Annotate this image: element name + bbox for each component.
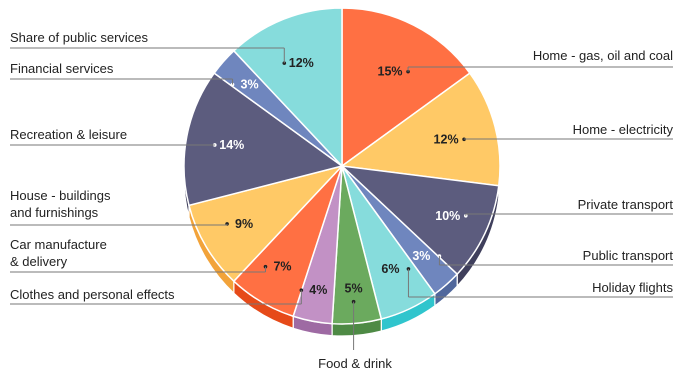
pie-value-label-6: 4% (309, 283, 327, 297)
pie-slice-1 (340, 72, 501, 187)
pie-category-label-2: Private transport (578, 197, 674, 212)
pie-category-label-8: House - buildings and furnishings (10, 188, 111, 220)
pie-value-label-0: 15% (378, 65, 403, 79)
pie-value-label-9: 14% (219, 138, 244, 152)
pie-value-label-4: 6% (381, 262, 399, 276)
pie-category-label-0: Home - gas, oil and coal (533, 48, 673, 63)
pie-slice-2 (339, 164, 500, 276)
pie-value-label-2: 10% (435, 209, 460, 223)
pie-slice-9 (183, 72, 344, 207)
pie-labels: 15% Home - gas, oil and coal 12% Home - ele… (10, 30, 673, 371)
pie-category-label-9: Recreation & leisure (10, 127, 127, 142)
pie-category-label-4: Holiday flights (592, 280, 673, 295)
pie-category-label-7: Car manufacture & delivery (10, 237, 107, 269)
pie-category-label-11: Share of public services (10, 30, 149, 45)
pie-slices (183, 7, 501, 325)
pie-value-label-3: 3% (412, 249, 430, 263)
pie-value-label-11: 12% (289, 56, 314, 70)
pie-value-label-5: 5% (345, 282, 363, 296)
pie-value-label-10: 3% (241, 77, 259, 91)
pie-slice-0 (341, 7, 471, 168)
pie-category-label-5: Food & drink (318, 356, 392, 371)
pie-category-label-3: Public transport (583, 248, 674, 263)
pie-category-label-1: Home - electricity (573, 122, 674, 137)
pie-category-label-10: Financial services (10, 61, 114, 76)
pie-category-label-6: Clothes and personal effects (10, 287, 175, 302)
pie-value-label-8: 9% (235, 217, 253, 231)
pie-slice-8 (188, 164, 345, 283)
pie-value-label-7: 7% (273, 260, 291, 274)
pie-value-label-1: 12% (434, 132, 459, 146)
